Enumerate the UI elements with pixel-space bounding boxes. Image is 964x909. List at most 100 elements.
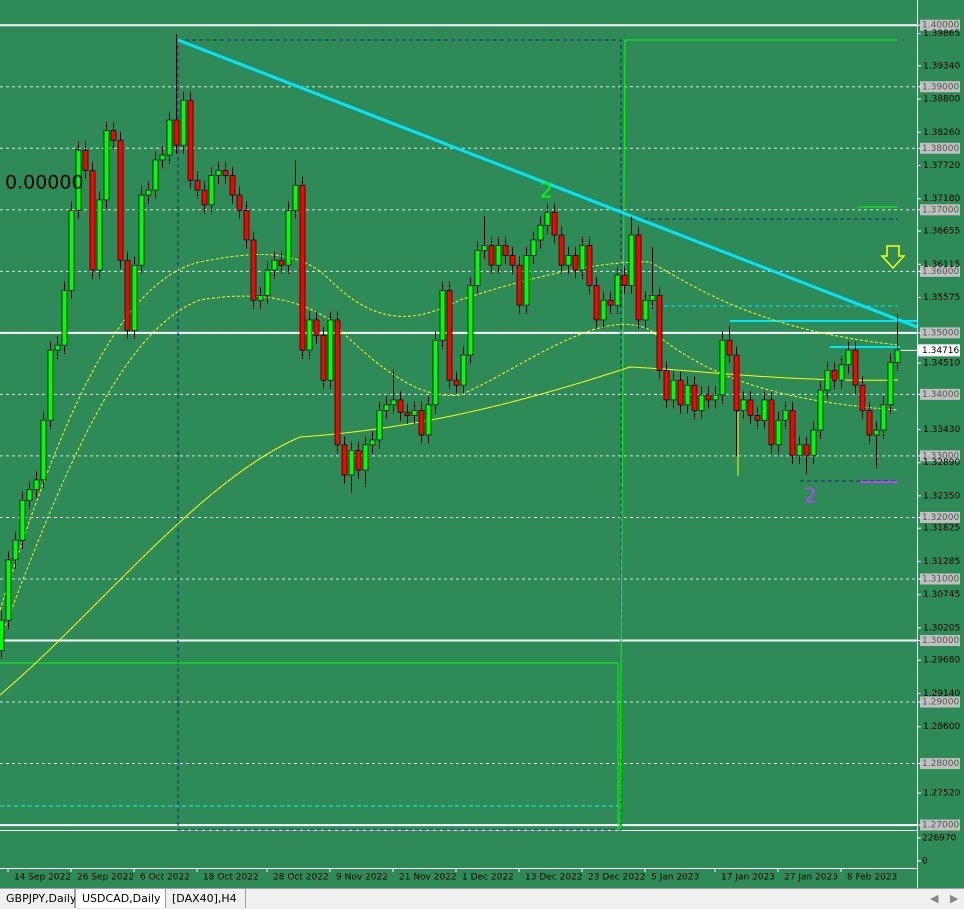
tab[interactable]: GBPJPY,Daily xyxy=(0,889,76,908)
candle-body-down xyxy=(222,170,229,176)
level-label-box xyxy=(920,327,960,339)
y-tick-label: 1.27520 xyxy=(923,789,960,799)
candle-body-up xyxy=(628,234,635,286)
candle-body-up xyxy=(411,410,418,416)
level-label-box xyxy=(920,634,960,646)
candle-body-up xyxy=(54,344,61,351)
candle-body-up xyxy=(810,429,817,456)
y-tick-label: 1.34510 xyxy=(923,359,960,369)
candle-body-up xyxy=(719,339,726,396)
candle-body-up xyxy=(75,149,82,211)
candle-body-down xyxy=(768,399,775,446)
x-tick-label: 17 Jan 2023 xyxy=(721,873,775,883)
y-tick-label: 1.35575 xyxy=(923,293,960,303)
candle-body-down xyxy=(509,254,516,266)
level-label-box xyxy=(920,81,960,93)
candle-body-up xyxy=(271,259,278,271)
candle-body-down xyxy=(593,285,600,321)
candle-body-down xyxy=(663,370,670,401)
candle-body-down xyxy=(852,349,859,386)
x-tick-label: 14 Sep 2022 xyxy=(14,873,71,883)
current-price-box xyxy=(918,344,960,357)
candle-body-up xyxy=(362,444,369,471)
candle-body-up xyxy=(712,394,719,401)
level-label: 1.29000 xyxy=(922,698,959,708)
candle-body-down xyxy=(82,149,89,171)
candle-body-down xyxy=(341,444,348,476)
level-label: 1.40000 xyxy=(922,21,959,31)
candle-body-up xyxy=(565,254,572,266)
candle-body-down xyxy=(754,414,761,421)
green-line xyxy=(619,39,898,831)
y-tick-label: 1.33430 xyxy=(923,425,960,435)
scroll-right[interactable]: ▶ xyxy=(950,892,959,905)
tab-active[interactable]: USDCAD,Daily xyxy=(75,889,166,908)
candle-body-down xyxy=(187,99,194,181)
candle-body-down xyxy=(320,334,327,381)
y-tick-label: 1.31285 xyxy=(923,557,960,567)
level-label: 1.33000 xyxy=(922,451,959,461)
candle-body-down xyxy=(278,259,285,266)
candle-body-down xyxy=(789,410,796,456)
y-tick-label: 1.36655 xyxy=(923,227,960,237)
candle-body-up xyxy=(145,189,152,196)
level-label: 1.30000 xyxy=(922,636,959,646)
candle-body-up xyxy=(285,210,292,266)
candle-body-up xyxy=(292,184,299,211)
x-tick-label: 5 Jan 2023 xyxy=(651,873,699,883)
candle-body-down xyxy=(831,370,838,381)
candle-body-up xyxy=(887,362,894,406)
candle-body-up xyxy=(614,274,621,306)
scroll-left[interactable]: ◀ xyxy=(930,892,939,905)
candle-body-up xyxy=(649,294,656,301)
candle-body-down xyxy=(516,264,523,306)
candle-body-up xyxy=(425,404,432,436)
x-tick-label: 26 Sep 2022 xyxy=(77,873,134,883)
candle-body-down xyxy=(551,211,558,236)
candle-body-down xyxy=(726,339,733,356)
x-tick-label: 1 Dec 2022 xyxy=(462,873,514,883)
level-label: 1.38000 xyxy=(922,144,959,154)
y-tick-label: 1.30745 xyxy=(923,590,960,600)
candle-body-down xyxy=(705,394,712,401)
y-tick-label: 1.38260 xyxy=(923,128,960,138)
candle-body-down xyxy=(418,410,425,436)
candle-body-up xyxy=(600,299,607,321)
candle-body-down xyxy=(313,319,320,336)
candle-body-up xyxy=(166,119,173,156)
green-line xyxy=(0,662,619,830)
candles xyxy=(0,33,901,659)
candle-body-down xyxy=(250,239,257,301)
candle-body-up xyxy=(817,389,824,431)
candle-body-up xyxy=(208,175,215,206)
price-axis: 1.40000 1.39000 1.38000 1.37000 1.36000 1.350… xyxy=(7,19,960,883)
level-label-box xyxy=(920,696,960,708)
x-tick-label: 13 Dec 2022 xyxy=(525,873,583,883)
candle-body-up xyxy=(68,210,75,291)
level-label: 1.39000 xyxy=(922,82,959,92)
y-tick-label: 1.37720 xyxy=(923,161,960,171)
level-label: 1.35000 xyxy=(922,328,959,338)
level-label-box xyxy=(920,265,960,277)
candle-body-down xyxy=(334,319,341,446)
y-tick-label: 1.39340 xyxy=(923,61,960,71)
candle-body-up xyxy=(96,199,103,271)
y-tick-label: 1.30205 xyxy=(923,623,960,633)
arrow-marker xyxy=(880,245,906,270)
candle-body-down xyxy=(747,399,754,416)
candle-body-up xyxy=(369,439,376,446)
candle-body-up xyxy=(47,349,54,421)
candle-body-up xyxy=(26,489,33,501)
candle-body-down xyxy=(488,245,495,266)
annotation: 0.00000 xyxy=(5,172,84,194)
x-tick-label: 28 Oct 2022 xyxy=(273,873,329,883)
candle-body-up xyxy=(180,99,187,146)
candle-body-up xyxy=(432,339,439,406)
tab[interactable]: [DAX40],H4 xyxy=(166,889,246,908)
tab-bar: GBPJPY,Daily USDCAD,Daily [DAX40],H4 ◀ ▶ xyxy=(0,888,964,909)
candle-body-up xyxy=(894,349,901,363)
candle-body-up xyxy=(215,170,222,176)
level-label: 1.31000 xyxy=(922,574,959,584)
candle-body-down xyxy=(572,254,579,271)
